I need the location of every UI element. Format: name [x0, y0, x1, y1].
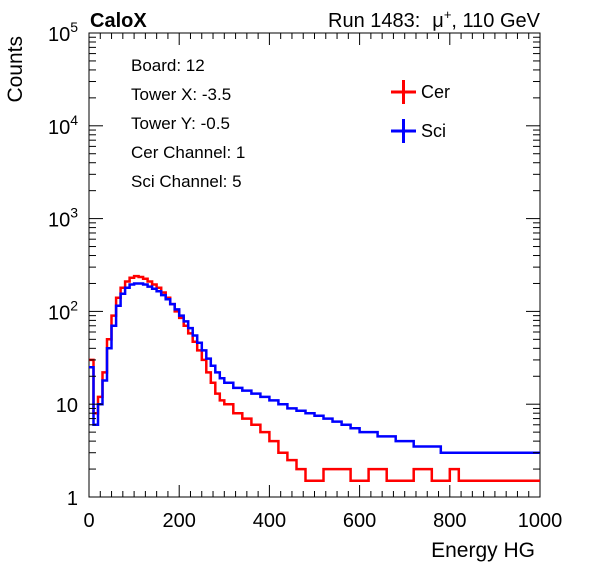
- y-tick-label: 102: [48, 297, 78, 324]
- axes-layer: 0 200 400 600 800 1000 1 10 102 103 104 105: [48, 19, 562, 532]
- x-tick-label: 0: [83, 510, 94, 532]
- y-tick-label: 1: [67, 488, 78, 510]
- experiment-label: CaloX: [90, 10, 147, 32]
- info-sci-channel: Sci Channel: 5: [131, 172, 242, 191]
- x-tick-label: 400: [253, 510, 286, 532]
- legend: Cer Sci: [391, 80, 450, 143]
- info-box: Board: 12 Tower X: -3.5 Tower Y: -0.5 Ce…: [131, 56, 245, 191]
- y-axis-title: Counts: [4, 36, 27, 103]
- x-tick-label: 600: [343, 510, 376, 532]
- info-cer-channel: Cer Channel: 1: [131, 143, 245, 162]
- y-tick-label: 10: [56, 395, 78, 417]
- run-info-label: Run 1483: μ+, 110 GeV: [328, 7, 541, 32]
- run-number: Run 1483:: [328, 10, 420, 32]
- x-tick-label: 1000: [518, 510, 563, 532]
- series-line-cer: [89, 274, 540, 482]
- legend-label-sci: Sci: [421, 121, 446, 141]
- info-board: Board: 12: [131, 56, 205, 75]
- x-tick-label: 800: [433, 510, 466, 532]
- x-axis-title: Energy HG: [431, 539, 535, 562]
- info-tower-y: Tower Y: -0.5: [131, 114, 230, 133]
- x-tick-label: 200: [163, 510, 196, 532]
- info-tower-x: Tower X: -3.5: [131, 85, 231, 104]
- y-tick-label: 105: [48, 19, 78, 46]
- series-line-sci: [89, 282, 540, 454]
- beam-energy: , 110 GeV: [451, 10, 540, 32]
- particle-symbol: μ: [432, 10, 444, 32]
- particle-charge: +: [444, 7, 452, 22]
- series-layer: [89, 274, 540, 482]
- legend-label-cer: Cer: [421, 82, 450, 102]
- y-tick-label: 104: [48, 112, 78, 139]
- y-tick-label: 103: [48, 205, 78, 232]
